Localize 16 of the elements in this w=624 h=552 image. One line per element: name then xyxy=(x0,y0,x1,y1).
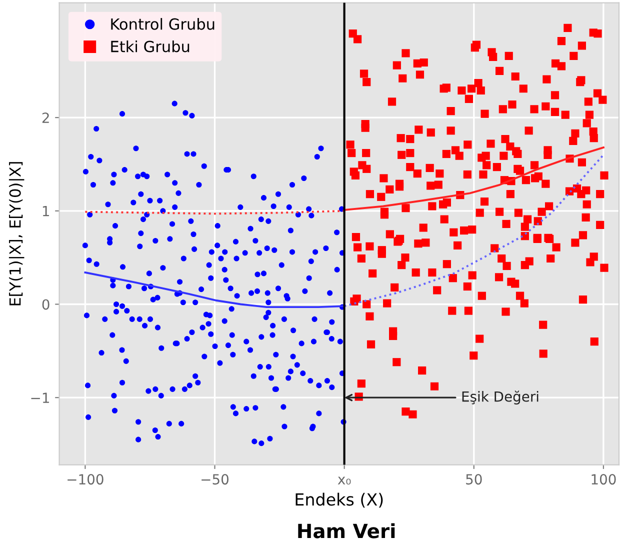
legend-label: Kontrol Grubu xyxy=(111,18,214,30)
x-tick-label: x₀ xyxy=(338,476,351,485)
legend-label: Etki Grubu xyxy=(111,40,190,52)
x-tick-label: 100 xyxy=(592,474,616,485)
annotation: Eşik Değeri xyxy=(462,390,538,404)
x-tick-label: −50 xyxy=(202,474,228,485)
y-tick-label: 0 xyxy=(42,299,50,310)
y-tick-label: 1 xyxy=(42,206,49,216)
text: Ham Veri xyxy=(298,523,395,538)
y-axis-title: E[Y(1)|X], E[Y(0)|X] xyxy=(8,162,24,306)
x-tick-label: −100 xyxy=(68,474,104,485)
x-axis-title: Endeks (X) xyxy=(296,492,383,508)
line-series xyxy=(84,272,346,308)
y-tick-label: −1 xyxy=(31,392,49,403)
x-tick-label: 50 xyxy=(466,474,482,485)
y-tick-label: 2 xyxy=(42,112,49,123)
